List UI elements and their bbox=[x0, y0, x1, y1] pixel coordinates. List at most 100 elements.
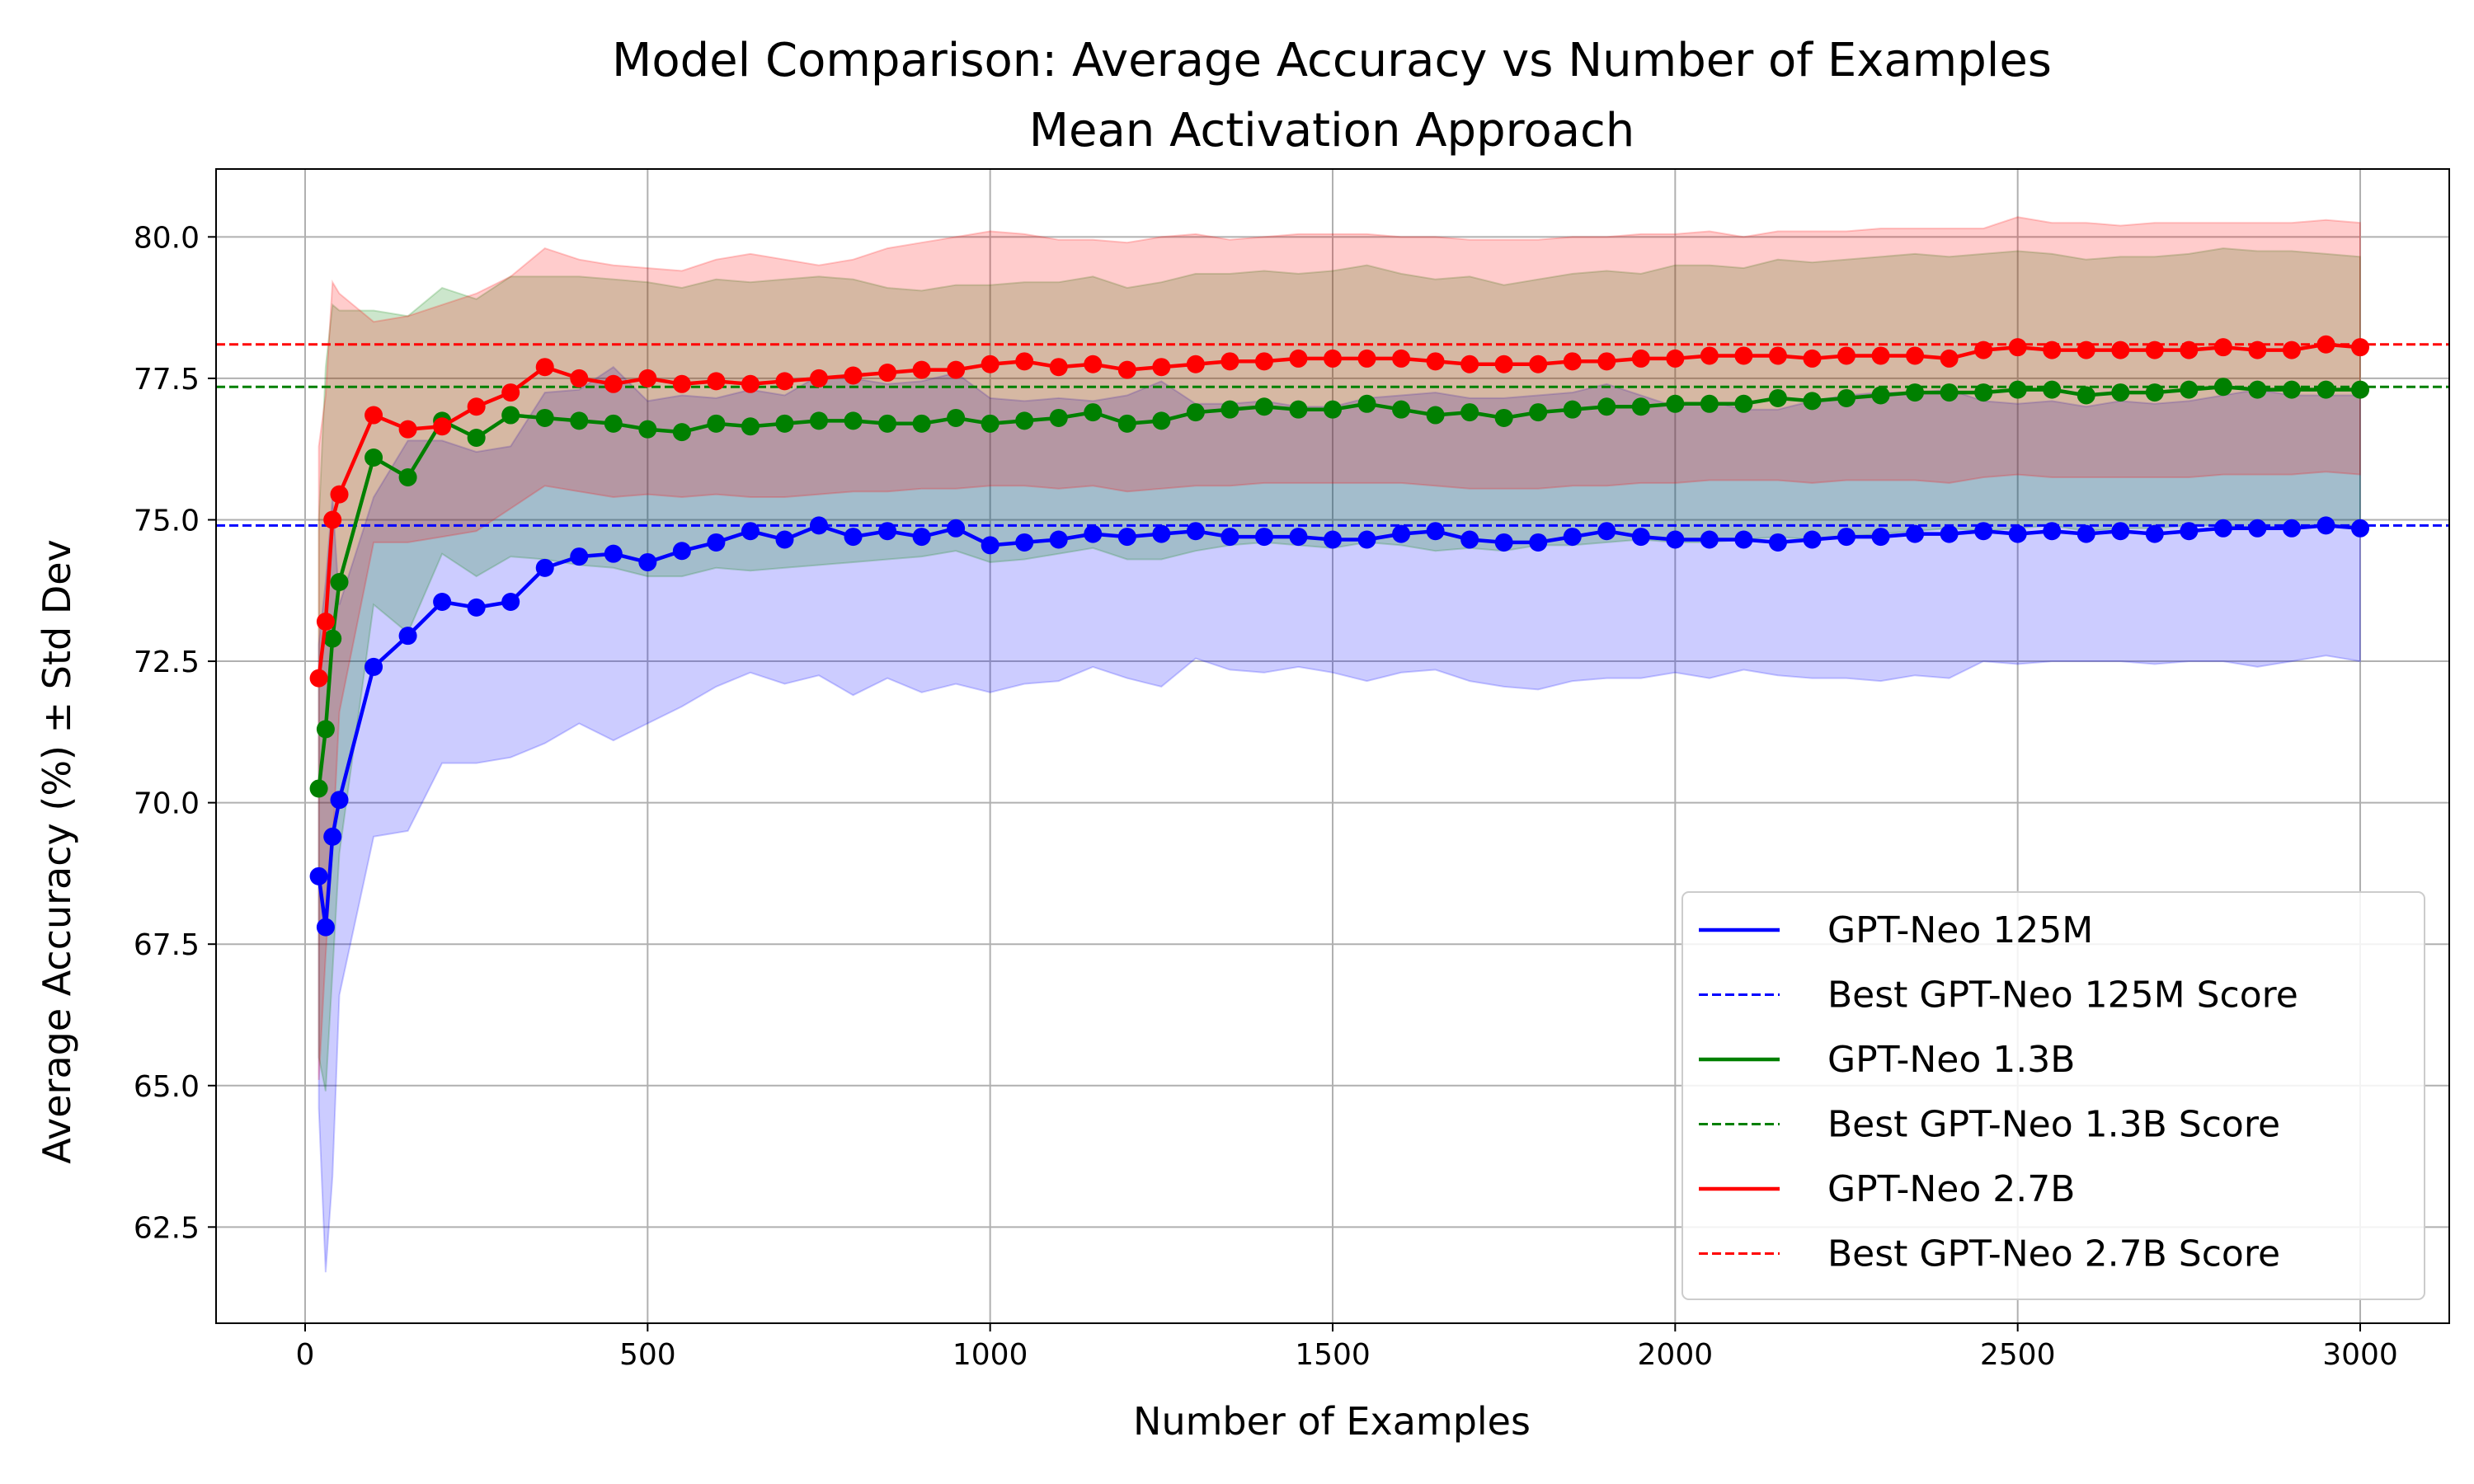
data-point bbox=[1768, 346, 1787, 365]
data-point bbox=[2111, 522, 2130, 541]
data-point bbox=[323, 629, 342, 648]
data-point bbox=[309, 779, 328, 798]
data-point bbox=[1049, 530, 1068, 549]
data-point bbox=[330, 572, 349, 591]
data-point bbox=[672, 542, 691, 561]
data-point bbox=[2213, 378, 2232, 397]
data-point bbox=[467, 397, 486, 416]
data-point bbox=[1597, 397, 1616, 416]
data-point bbox=[1563, 352, 1582, 371]
data-point bbox=[1460, 355, 1479, 373]
data-point bbox=[981, 536, 999, 555]
data-point bbox=[433, 593, 452, 611]
data-point bbox=[878, 364, 897, 383]
data-point bbox=[1015, 352, 1034, 371]
data-point bbox=[1117, 360, 1136, 379]
data-point bbox=[2043, 380, 2062, 399]
data-point bbox=[2077, 524, 2095, 543]
data-point bbox=[433, 417, 452, 436]
data-point bbox=[844, 411, 863, 430]
data-point bbox=[1974, 522, 1993, 541]
y-tick-label: 65.0 bbox=[134, 1070, 200, 1104]
data-point bbox=[1392, 524, 1411, 543]
data-point bbox=[638, 420, 657, 439]
data-point bbox=[316, 918, 335, 937]
data-point bbox=[1700, 394, 1719, 413]
data-point bbox=[1117, 528, 1136, 547]
data-point bbox=[1324, 400, 1342, 419]
data-point bbox=[2111, 340, 2130, 359]
data-point bbox=[365, 406, 383, 425]
data-point bbox=[1906, 346, 1925, 365]
data-point bbox=[1768, 388, 1787, 407]
data-point bbox=[1221, 528, 1239, 547]
data-point bbox=[672, 374, 691, 393]
data-point bbox=[1152, 358, 1171, 377]
data-point bbox=[2248, 519, 2267, 538]
data-point bbox=[323, 827, 342, 846]
x-tick-label: 0 bbox=[296, 1338, 315, 1372]
data-point bbox=[1494, 355, 1513, 373]
x-tick-label: 1500 bbox=[1295, 1338, 1371, 1372]
data-point bbox=[1392, 400, 1411, 419]
data-point bbox=[947, 519, 966, 538]
data-point bbox=[1974, 383, 1993, 402]
data-point bbox=[535, 408, 554, 427]
data-point bbox=[1768, 533, 1787, 552]
data-point bbox=[1221, 352, 1239, 371]
data-point bbox=[2145, 383, 2164, 402]
data-point bbox=[1324, 349, 1342, 368]
data-point bbox=[1803, 530, 1822, 549]
data-point bbox=[707, 372, 726, 391]
data-point bbox=[1357, 394, 1376, 413]
data-point bbox=[2180, 380, 2199, 399]
y-tick-label: 62.5 bbox=[134, 1211, 200, 1245]
data-point bbox=[1084, 524, 1103, 543]
data-point bbox=[1152, 411, 1171, 430]
data-point bbox=[707, 533, 726, 552]
data-point bbox=[1906, 383, 1925, 402]
data-point bbox=[1631, 349, 1650, 368]
data-point bbox=[1494, 408, 1513, 427]
data-point bbox=[1460, 403, 1479, 422]
data-point bbox=[2213, 519, 2232, 538]
data-point bbox=[330, 791, 349, 810]
data-point bbox=[570, 411, 589, 430]
data-point bbox=[2111, 383, 2130, 402]
data-point bbox=[1289, 400, 1308, 419]
data-point bbox=[638, 369, 657, 387]
y-tick-label: 72.5 bbox=[134, 646, 200, 679]
y-tick-label: 80.0 bbox=[134, 221, 200, 255]
data-point bbox=[398, 468, 417, 487]
data-point bbox=[1117, 414, 1136, 433]
data-point bbox=[2043, 522, 2062, 541]
data-point bbox=[912, 414, 931, 433]
data-point bbox=[2316, 380, 2335, 399]
data-point bbox=[1084, 403, 1103, 422]
data-point bbox=[707, 414, 726, 433]
data-point bbox=[1426, 406, 1445, 425]
data-point bbox=[2180, 522, 2199, 541]
data-point bbox=[1631, 528, 1650, 547]
data-point bbox=[1666, 349, 1685, 368]
data-point bbox=[844, 528, 863, 547]
x-tick-label: 2000 bbox=[1638, 1338, 1714, 1372]
legend: GPT-Neo 125M Best GPT-Neo 125M Score GPT-N… bbox=[1681, 891, 2425, 1300]
data-point bbox=[2351, 338, 2370, 357]
data-point bbox=[1734, 530, 1753, 549]
data-point bbox=[1563, 528, 1582, 547]
legend-label: Best GPT-Neo 1.3B Score bbox=[1827, 1104, 2280, 1146]
data-point bbox=[365, 448, 383, 467]
data-point bbox=[1940, 524, 1959, 543]
data-point bbox=[1529, 403, 1548, 422]
data-point bbox=[775, 414, 794, 433]
data-point bbox=[2351, 380, 2370, 399]
data-point bbox=[638, 552, 657, 571]
data-point bbox=[1837, 346, 1856, 365]
data-point bbox=[1186, 355, 1205, 373]
data-point bbox=[2008, 338, 2027, 357]
data-point bbox=[330, 485, 349, 504]
x-tick-label: 500 bbox=[619, 1338, 676, 1372]
legend-label: GPT-Neo 2.7B bbox=[1827, 1168, 2075, 1210]
data-point bbox=[604, 544, 623, 563]
